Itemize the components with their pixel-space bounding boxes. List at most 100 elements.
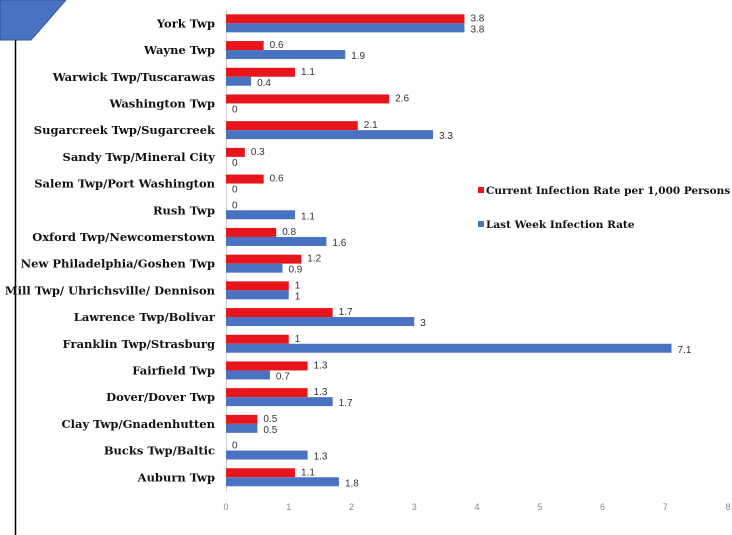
- current-rate-bar: [226, 14, 465, 24]
- data-label: 1: [295, 280, 301, 291]
- data-label: 1.9: [351, 51, 365, 62]
- bars: [226, 14, 672, 487]
- x-tick-label: 7: [663, 502, 668, 512]
- current-rate-bar: [226, 468, 296, 478]
- category-labels: York Twp Wayne Twp Warwick Twp/Tuscarawas W…: [5, 16, 216, 484]
- current-rate-bar: [226, 361, 308, 371]
- category-label: Bucks Twp/Baltic: [104, 444, 215, 458]
- current-rate-bar: [226, 67, 296, 77]
- data-label: 3.8: [470, 24, 484, 35]
- current-rate-bar: [226, 414, 258, 424]
- data-label: 1.7: [339, 398, 353, 409]
- data-label: 0: [232, 441, 238, 452]
- data-label: 1.7: [339, 307, 353, 318]
- category-label: Salem Twp/Port Washington: [34, 177, 215, 191]
- category-label: New Philadelphia/Goshen Twp: [21, 257, 215, 271]
- last-week-rate-bar: [226, 50, 346, 60]
- data-label: 0.4: [257, 78, 271, 89]
- last-week-rate-bar: [226, 210, 296, 220]
- data-label: 0.6: [270, 174, 284, 185]
- legend-label: Last Week Infection Rate: [486, 219, 635, 231]
- category-label: Sandy Twp/Mineral City: [63, 150, 216, 164]
- data-label: 0.5: [263, 425, 277, 436]
- category-label: Wayne Twp: [143, 43, 215, 57]
- x-tick-label: 3: [412, 502, 417, 512]
- current-rate-bar: [226, 388, 308, 398]
- last-week-rate-bar: [226, 130, 434, 140]
- data-label: 3.3: [439, 131, 453, 142]
- category-label: Franklin Twp/Strasburg: [63, 337, 215, 351]
- data-label: 1.1: [301, 211, 315, 222]
- last-week-rate-bar: [226, 477, 339, 487]
- x-tick-label: 0: [223, 502, 228, 512]
- last-week-rate-bar: [226, 423, 258, 433]
- x-tick-label: 1: [286, 502, 291, 512]
- current-rate-bar: [226, 254, 302, 264]
- category-label: Mill Twp/ Uhrichsville/ Dennison: [5, 283, 216, 297]
- arrow-shape: [0, 0, 67, 41]
- last-week-rate-bar: [226, 370, 270, 380]
- current-rate-bar: [226, 94, 390, 104]
- data-label: 3.8: [470, 13, 484, 24]
- data-label: 0: [232, 185, 238, 196]
- data-label: 0.8: [282, 227, 296, 238]
- category-label: Rush Twp: [153, 203, 215, 217]
- last-week-rate-bar: [226, 236, 327, 246]
- data-label: 1: [295, 334, 301, 345]
- category-label: Oxford Twp/Newcomerstown: [32, 230, 215, 244]
- current-rate-bar: [226, 281, 289, 291]
- data-label: 2.1: [364, 120, 378, 131]
- last-week-rate-bar: [226, 317, 415, 327]
- legend-label: Current Infection Rate per 1,000 Persons: [486, 185, 730, 197]
- x-tick-label: 5: [537, 502, 542, 512]
- current-rate-bar: [226, 174, 264, 184]
- data-label: 1.3: [314, 387, 328, 398]
- category-label: Lawrence Twp/Bolivar: [74, 310, 216, 324]
- current-rate-bar: [226, 147, 245, 157]
- last-week-rate-bar: [226, 23, 465, 33]
- data-labels: 3.83.8 0.6 1.9 1.1 0.4 2.6 0 2.1 3.3 0.3 0 0.6 0 0 1.1…: [232, 13, 692, 489]
- data-label: 0.3: [251, 147, 265, 158]
- x-tick-label: 4: [474, 502, 479, 512]
- category-label: Auburn Twp: [137, 470, 215, 484]
- data-label: 1.3: [314, 452, 328, 463]
- data-label: 2.6: [395, 93, 409, 104]
- category-label: Fairfield Twp: [132, 363, 215, 377]
- category-label: Clay Twp/Gnadenhutten: [62, 417, 216, 431]
- x-axis-ticks: 0 1 2 3 4 5 6 7 8: [223, 502, 730, 512]
- data-label: 1.2: [307, 254, 321, 265]
- data-label: 0: [232, 158, 238, 169]
- data-label: 0: [232, 104, 238, 115]
- category-label: Dover/Dover Twp: [106, 390, 215, 404]
- category-label: Washington Twp: [108, 96, 215, 110]
- last-week-rate-bar: [226, 263, 283, 273]
- category-label: Warwick Twp/Tuscarawas: [52, 70, 215, 84]
- data-label: 1.8: [345, 478, 359, 489]
- current-rate-bar: [226, 41, 264, 51]
- current-rate-bar: [226, 334, 289, 344]
- legend-swatch: [478, 187, 484, 193]
- data-label: 1.1: [301, 67, 315, 78]
- current-rate-bar: [226, 227, 277, 237]
- x-tick-label: 8: [725, 502, 730, 512]
- data-label: 1.1: [301, 467, 315, 478]
- category-label: York Twp: [156, 16, 215, 30]
- category-label: Sugarcreek Twp/Sugarcreek: [34, 123, 216, 137]
- data-label: 1.3: [314, 360, 328, 371]
- data-label: 0: [232, 200, 238, 211]
- current-rate-bar: [226, 121, 358, 131]
- legend-swatch: [478, 221, 484, 227]
- current-rate-bar: [226, 308, 333, 318]
- data-label: 0.5: [263, 414, 277, 425]
- data-label: 1.6: [332, 238, 346, 249]
- last-week-rate-bar: [226, 343, 672, 353]
- x-tick-label: 2: [349, 502, 354, 512]
- data-label: 7.1: [678, 345, 692, 356]
- data-label: 1: [295, 291, 301, 302]
- last-week-rate-bar: [226, 76, 252, 86]
- last-week-rate-bar: [226, 290, 289, 300]
- data-label: 0.6: [270, 40, 284, 51]
- last-week-rate-bar: [226, 450, 308, 460]
- data-label: 0.9: [288, 265, 302, 276]
